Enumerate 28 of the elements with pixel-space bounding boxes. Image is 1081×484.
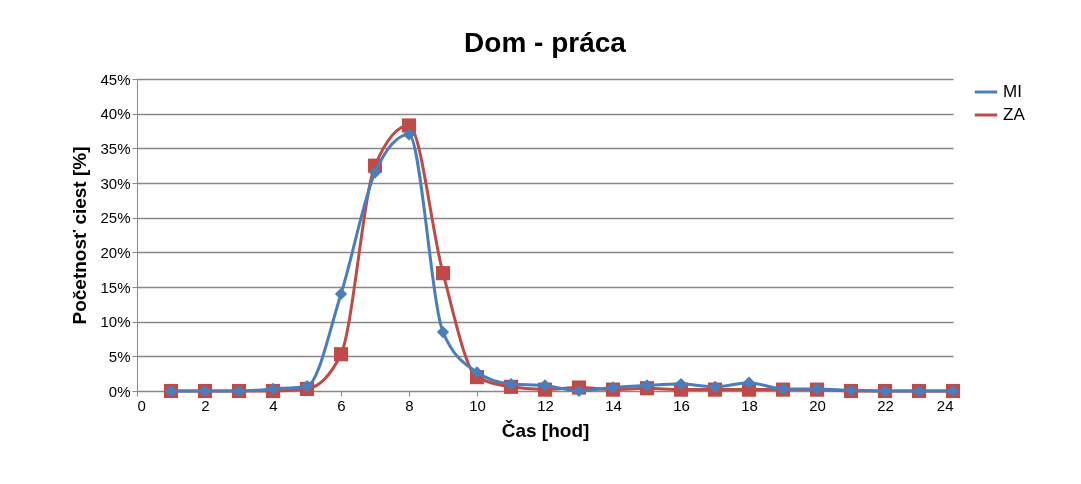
x-tick-label: 18 <box>741 396 758 414</box>
y-tick-label: 0% <box>108 382 131 400</box>
x-tick-label: 6 <box>337 396 346 414</box>
y-tick-label: 30% <box>100 174 131 192</box>
y-tick-label: 10% <box>100 313 131 331</box>
x-tick-label: 12 <box>537 396 554 414</box>
y-tick-label: 25% <box>100 209 131 227</box>
x-tick-label: 4 <box>269 396 278 414</box>
y-tick-label: 35% <box>100 139 131 157</box>
legend-label: MI <box>1003 82 1022 101</box>
y-tick-label: 45% <box>100 70 131 88</box>
x-tick-label: 8 <box>405 396 414 414</box>
x-tick-label: 20 <box>809 396 826 414</box>
x-axis-title: Čas [hod] <box>501 419 590 441</box>
x-tick-label: 14 <box>605 396 622 414</box>
y-tick-label: 40% <box>100 105 131 123</box>
x-tick-label: 10 <box>469 396 486 414</box>
y-tick-label: 5% <box>108 347 131 365</box>
y-tick-label: 20% <box>100 243 131 261</box>
x-tick-label: 0 <box>137 396 146 414</box>
x-tick-label: 22 <box>877 396 894 414</box>
chart-title: Dom - práca <box>464 27 627 58</box>
legend-label: ZA <box>1003 105 1026 124</box>
x-tick-label: 24 <box>936 396 954 414</box>
y-tick-label: 15% <box>100 278 131 296</box>
y-axis-title: Početnosť ciest [%] <box>69 146 91 325</box>
x-tick-label: 16 <box>673 396 690 414</box>
x-tick-label: 2 <box>201 396 210 414</box>
